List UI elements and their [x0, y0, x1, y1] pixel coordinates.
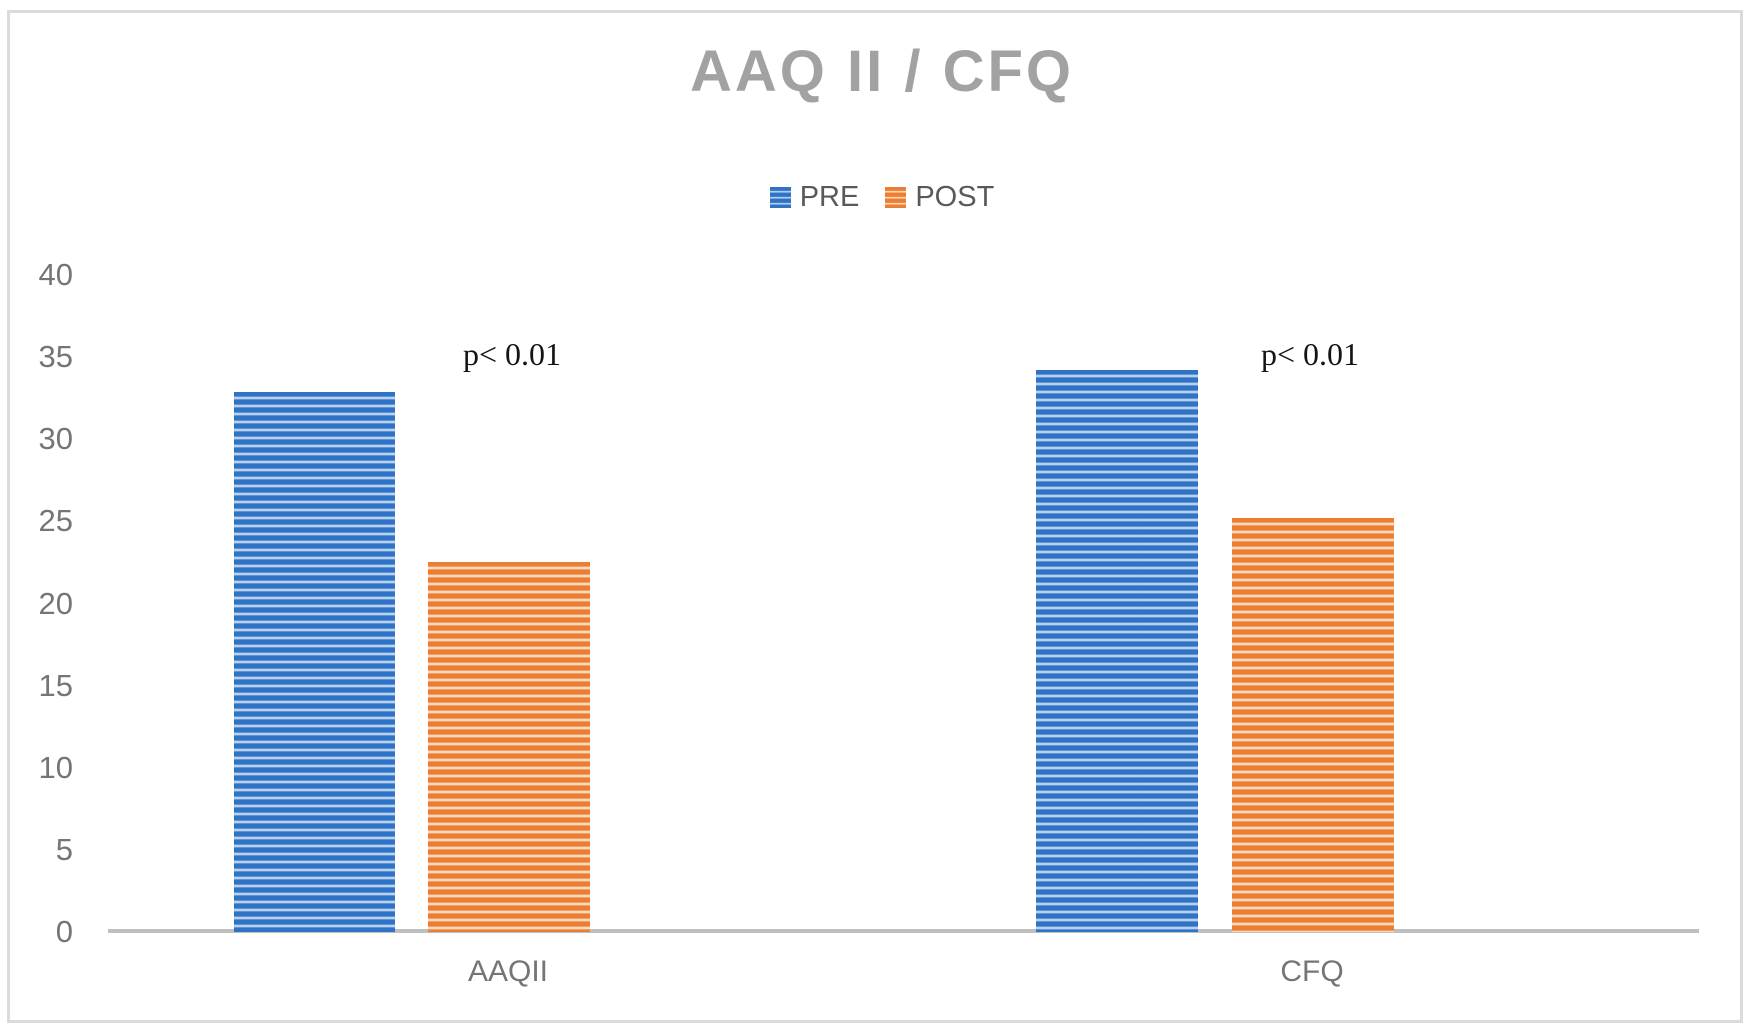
- y-tick-label: 0: [55, 914, 73, 949]
- x-axis-line: [108, 929, 1699, 933]
- bar-post-aaqii: [428, 562, 590, 932]
- chart-title: AAQ II / CFQ: [690, 39, 1074, 104]
- y-tick-label: 30: [38, 421, 73, 457]
- p-value-annotation-aaqii: p< 0.01: [462, 336, 562, 372]
- y-tick-label: 35: [38, 339, 73, 375]
- bar-pre-aaqii: [234, 392, 395, 932]
- bar-post-cfq: [1232, 518, 1394, 932]
- post-series-swatch-icon: [885, 187, 907, 208]
- y-tick-label: 5: [55, 831, 73, 867]
- p-value-annotation-cfq: p< 0.01: [1260, 336, 1360, 372]
- bar-pre-cfq: [1036, 370, 1198, 932]
- y-tick-label: 15: [38, 667, 73, 703]
- pre-series-swatch-icon: [769, 187, 791, 208]
- y-tick-label: 25: [38, 503, 73, 539]
- y-tick-label: 40: [38, 257, 73, 292]
- legend-item-post: POST: [885, 181, 994, 214]
- y-tick-label: 20: [38, 585, 73, 621]
- x-category-label-cfq: CFQ: [1280, 955, 1344, 988]
- legend: PRE POST: [0, 181, 1764, 214]
- legend-label-post: POST: [915, 181, 995, 213]
- y-tick-label: 10: [38, 749, 73, 785]
- legend-item-pre: PRE: [769, 181, 860, 214]
- x-category-label-aaqii: AAQII: [467, 955, 549, 988]
- legend-label-pre: PRE: [799, 181, 860, 213]
